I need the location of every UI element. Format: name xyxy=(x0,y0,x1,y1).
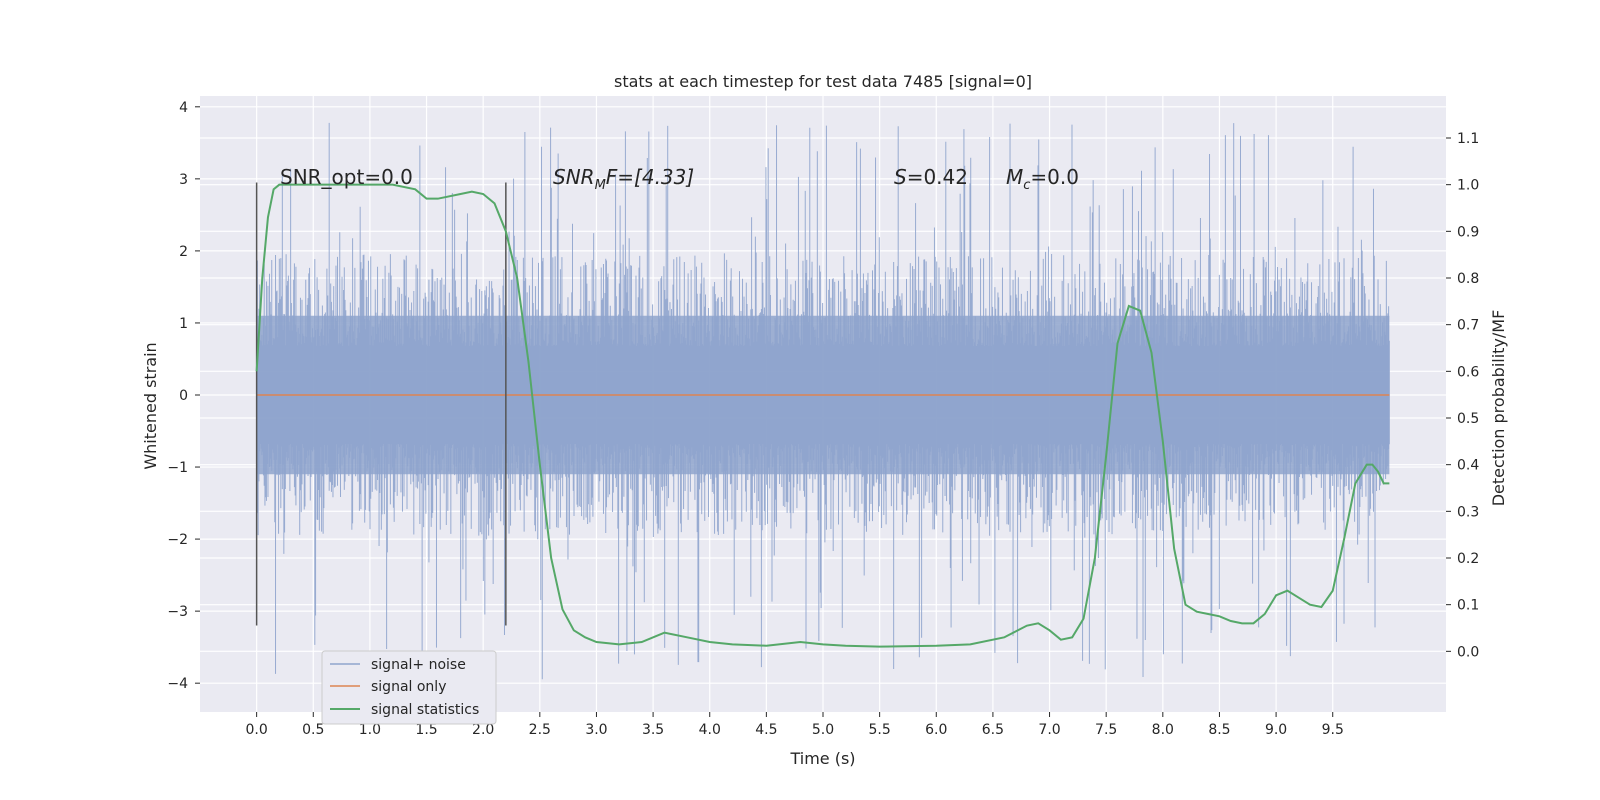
y-right-tick-label-6: 0.5 xyxy=(1457,411,1479,427)
y-left-tick-label-8: −4 xyxy=(167,676,188,692)
x-axis-ticks: 0.0 0.5 1.0 1.5 2.0 2.5 3.0 3.5 4.0 4.5 5.0 5.5 6.0 6… xyxy=(246,712,1344,738)
x-axis-label: Time (s) xyxy=(789,749,855,768)
annotation-mc: Mc=0.0 xyxy=(1006,165,1079,193)
y-right-tick-label-4: 0.7 xyxy=(1457,318,1479,334)
x-tick-label-10: 5.0 xyxy=(812,722,834,738)
y-left-tick-label-5: −1 xyxy=(167,460,188,476)
x-tick-label-19: 9.5 xyxy=(1322,722,1344,738)
x-tick-label-9: 4.5 xyxy=(755,722,777,738)
y-right-tick-label-0: 1.1 xyxy=(1457,131,1479,147)
y-right-tick-label-8: 0.3 xyxy=(1457,504,1479,520)
x-tick-label-18: 9.0 xyxy=(1265,722,1287,738)
y-axis-right-label: Detection probability/MF xyxy=(1489,310,1508,507)
vertical-markers xyxy=(255,182,507,626)
x-tick-label-6: 3.0 xyxy=(585,722,607,738)
y-left-tick-label-4: 0 xyxy=(179,388,188,404)
x-tick-label-3: 1.5 xyxy=(415,722,437,738)
x-tick-label-1: 0.5 xyxy=(302,722,324,738)
x-tick-label-5: 2.5 xyxy=(529,722,551,738)
y-right-tick-label-1: 1.0 xyxy=(1457,178,1479,194)
y-right-tick-label-9: 0.2 xyxy=(1457,551,1479,567)
x-tick-label-11: 5.5 xyxy=(869,722,891,738)
y-axis-left-label: Whitened strain xyxy=(141,342,160,469)
y-left-tick-label-1: 3 xyxy=(179,172,188,188)
annotation-s: S=0.42 xyxy=(894,165,968,189)
y-right-tick-label-10: 0.1 xyxy=(1457,598,1479,614)
y-left-tick-label-6: −2 xyxy=(167,532,188,548)
x-tick-label-2: 1.0 xyxy=(359,722,381,738)
y-right-tick-label-5: 0.6 xyxy=(1457,364,1479,380)
x-tick-label-4: 2.0 xyxy=(472,722,494,738)
annotation-snr-mf: SNRMF=[4.33] xyxy=(553,165,694,193)
x-tick-label-7: 3.5 xyxy=(642,722,664,738)
y-axis-right-ticks: 1.1 1.0 0.9 0.8 0.7 0.6 0.5 0.4 0.3 0.2 0.1 0.0 xyxy=(1446,131,1479,660)
x-tick-label-17: 8.5 xyxy=(1208,722,1230,738)
x-tick-label-8: 4.0 xyxy=(699,722,721,738)
x-tick-label-14: 7.0 xyxy=(1038,722,1060,738)
y-left-tick-label-7: −3 xyxy=(167,604,188,620)
y-left-tick-label-0: 4 xyxy=(179,100,188,116)
y-right-tick-label-11: 0.0 xyxy=(1457,644,1479,660)
y-right-tick-label-3: 0.8 xyxy=(1457,271,1479,287)
y-right-tick-label-2: 0.9 xyxy=(1457,224,1479,240)
chart-title: stats at each timestep for test data 748… xyxy=(614,72,1032,91)
y-right-tick-label-7: 0.4 xyxy=(1457,458,1479,474)
series-signal-statistics xyxy=(255,183,1390,648)
y-axis-left-ticks: 4 3 2 1 0 −1 −2 −3 −4 xyxy=(167,100,200,692)
y-left-tick-label-2: 2 xyxy=(179,244,188,260)
legend: signal+ noise signal only signal statist… xyxy=(321,650,497,725)
legend-box xyxy=(321,650,497,725)
legend-label-signal-noise: signal+ noise xyxy=(371,657,466,673)
x-tick-label-12: 6.0 xyxy=(925,722,947,738)
x-tick-label-16: 8.0 xyxy=(1152,722,1174,738)
x-tick-label-15: 7.5 xyxy=(1095,722,1117,738)
annotation-snr-opt: SNR_opt=0.0 xyxy=(280,165,413,189)
x-tick-label-13: 6.5 xyxy=(982,722,1004,738)
y-left-tick-label-3: 1 xyxy=(179,316,188,332)
legend-label-signal-statistics: signal statistics xyxy=(371,702,479,718)
x-tick-label-0: 0.0 xyxy=(246,722,268,738)
legend-label-signal-only: signal only xyxy=(371,679,446,695)
